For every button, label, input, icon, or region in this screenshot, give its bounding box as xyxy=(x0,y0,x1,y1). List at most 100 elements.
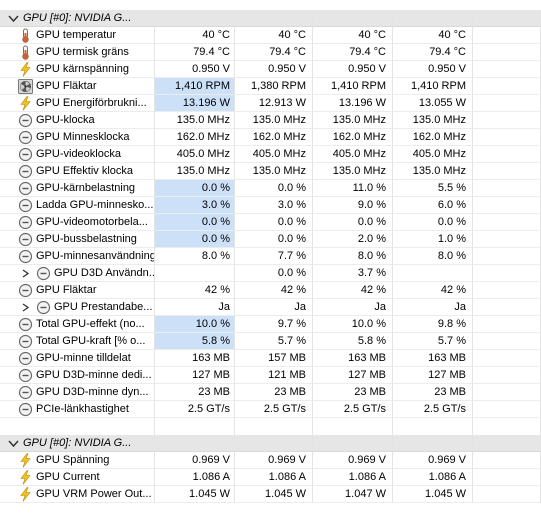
sensor-label-cell[interactable]: GPU Fläktar xyxy=(0,282,155,299)
sensor-value-4: 6.0 % xyxy=(393,197,473,214)
section-header[interactable]: GPU [#0]: NVIDIA G... xyxy=(0,10,541,27)
sensor-row[interactable]: Total GPU-effekt (no... 10.0 % 9.7 % 10.0 %… xyxy=(0,316,541,333)
sensor-label-cell[interactable]: GPU-videomotorbela... xyxy=(0,214,155,231)
sensor-value-4: 1,410 RPM xyxy=(393,78,473,95)
sensor-row[interactable]: GPU Current 1.086 A 1.086 A 1.086 A 1.086 A xyxy=(0,469,541,486)
sensor-label-cell[interactable]: GPU-klocka xyxy=(0,112,155,129)
sensor-value-2: 7.7 % xyxy=(235,248,313,265)
section-header[interactable]: GPU [#0]: NVIDIA G... xyxy=(0,435,541,452)
sensor-label-cell[interactable]: GPU D3D-minne dyn... xyxy=(0,384,155,401)
empty-cell xyxy=(473,78,541,95)
sensor-value-2: 157 MB xyxy=(235,350,313,367)
sensor-value-1: 1,410 RPM xyxy=(155,78,235,95)
sensor-label-cell[interactable]: GPU-minne tilldelat xyxy=(0,350,155,367)
sensor-value-2: 135.0 MHz xyxy=(235,112,313,129)
sensor-value-2: 5.7 % xyxy=(235,333,313,350)
sensor-row[interactable]: GPU Spänning 0.969 V 0.969 V 0.969 V 0.969 V xyxy=(0,452,541,469)
sensor-label-cell[interactable]: GPU Current xyxy=(0,469,155,486)
sensor-row[interactable]: GPU-videoklocka 405.0 MHz 405.0 MHz 405.0 M… xyxy=(0,146,541,163)
sensor-value-4: 0.950 V xyxy=(393,61,473,78)
sensor-label: GPU-minnesanvändning xyxy=(36,250,155,262)
sensor-row[interactable]: GPU Prestandabe... Ja Ja Ja Ja xyxy=(0,299,541,316)
sensor-row[interactable]: GPU-minne tilldelat 163 MB 157 MB 163 MB 163… xyxy=(0,350,541,367)
sensor-value-3: 405.0 MHz xyxy=(313,146,393,163)
clock-icon xyxy=(18,147,33,162)
section-header-cell[interactable]: GPU [#0]: NVIDIA G... xyxy=(0,10,155,27)
sensor-value-4 xyxy=(393,265,473,282)
thermometer-icon xyxy=(18,45,33,60)
clock-icon xyxy=(18,385,33,400)
section-title: GPU [#0]: NVIDIA G... xyxy=(23,437,132,449)
sensor-label-cell[interactable]: GPU-kärnbelastning xyxy=(0,180,155,197)
sensor-row[interactable]: GPU VRM Power Out... 1.045 W 1.045 W 1.047 … xyxy=(0,486,541,503)
sensor-label-cell[interactable]: GPU Energiförbrukni... xyxy=(0,95,155,112)
sensor-row[interactable]: GPU Fläktar 42 % 42 % 42 % 42 % xyxy=(0,282,541,299)
sensor-label-cell[interactable]: GPU D3D-minne dedi... xyxy=(0,367,155,384)
sensor-label-cell[interactable]: Total GPU-effekt (no... xyxy=(0,316,155,333)
sensor-label-cell[interactable]: GPU temperatur xyxy=(0,27,155,44)
clock-icon xyxy=(18,113,33,128)
section-title: GPU [#0]: NVIDIA G... xyxy=(23,12,132,24)
sensor-label-cell[interactable]: GPU VRM Power Out... xyxy=(0,486,155,503)
sensor-row[interactable]: GPU-bussbelastning 0.0 % 0.0 % 2.0 % 1.0 % xyxy=(0,231,541,248)
sensor-row[interactable]: PCIe-länkhastighet 2.5 GT/s 2.5 GT/s 2.5 GT… xyxy=(0,401,541,418)
sensor-value-2: 121 MB xyxy=(235,367,313,384)
chevron-right-icon[interactable] xyxy=(20,299,32,315)
sensor-row[interactable]: GPU D3D Användn... 0.0 % 3.7 % xyxy=(0,265,541,282)
sensor-value-4: 79.4 °C xyxy=(393,44,473,61)
sensor-row[interactable]: GPU-kärnbelastning 0.0 % 0.0 % 11.0 % 5.5 % xyxy=(0,180,541,197)
sensor-label-cell[interactable]: Ladda GPU-minnesko... xyxy=(0,197,155,214)
sensor-row[interactable]: GPU termisk gräns 79.4 °C 79.4 °C 79.4 °C 79… xyxy=(0,44,541,61)
sensor-value-1: 3.0 % xyxy=(155,197,235,214)
sensor-row[interactable]: GPU-klocka 135.0 MHz 135.0 MHz 135.0 MHz 135… xyxy=(0,112,541,129)
sensor-label-cell[interactable]: GPU-bussbelastning xyxy=(0,231,155,248)
sensor-value-2: 0.0 % xyxy=(235,180,313,197)
section-header-cell[interactable]: GPU [#0]: NVIDIA G... xyxy=(0,435,155,452)
clock-icon xyxy=(36,300,51,315)
sensor-label-cell[interactable]: PCIe-länkhastighet xyxy=(0,401,155,418)
header-cell xyxy=(473,435,541,452)
sensor-row[interactable]: GPU D3D-minne dyn... 23 MB 23 MB 23 MB 23 MB xyxy=(0,384,541,401)
sensor-row[interactable]: Ladda GPU-minnesko... 3.0 % 3.0 % 9.0 % 6.0 … xyxy=(0,197,541,214)
sensor-label-cell[interactable]: GPU-videoklocka xyxy=(0,146,155,163)
sensor-row[interactable]: GPU kärnspänning 0.950 V 0.950 V 0.950 V 0.9… xyxy=(0,61,541,78)
empty-cell xyxy=(473,333,541,350)
sensor-value-1: 5.8 % xyxy=(155,333,235,350)
sensor-row[interactable]: GPU Energiförbrukni... 13.196 W 12.913 W 13… xyxy=(0,95,541,112)
sensor-label: GPU-klocka xyxy=(36,114,95,126)
sensor-label-cell[interactable]: GPU Fläktar xyxy=(0,78,155,95)
empty-cell xyxy=(473,265,541,282)
sensor-label-cell[interactable]: GPU D3D Användn... xyxy=(0,265,155,282)
sensor-label-cell[interactable]: GPU Spänning xyxy=(0,452,155,469)
sensor-value-1: 79.4 °C xyxy=(155,44,235,61)
empty-cell xyxy=(473,282,541,299)
clock-icon xyxy=(18,317,33,332)
sensor-label-cell[interactable]: GPU termisk gräns xyxy=(0,44,155,61)
sensor-label-cell[interactable]: Total GPU-kraft [% o... xyxy=(0,333,155,350)
sensor-row[interactable]: Total GPU-kraft [% o... 5.8 % 5.7 % 5.8 % 5.… xyxy=(0,333,541,350)
chevron-down-icon[interactable] xyxy=(6,436,21,451)
sensor-row[interactable]: GPU Fläktar 1,410 RPM 1,380 RPM 1,410 RPM 1,… xyxy=(0,78,541,95)
sensor-row[interactable]: GPU D3D-minne dedi... 127 MB 121 MB 127 MB 1… xyxy=(0,367,541,384)
clock-icon xyxy=(18,130,33,145)
sensor-value-1: 0.969 V xyxy=(155,452,235,469)
chevron-right-icon[interactable] xyxy=(20,265,32,281)
sensor-value-2: 0.0 % xyxy=(235,231,313,248)
sensor-row[interactable]: GPU Effektiv klocka 135.0 MHz 135.0 MHz 135… xyxy=(0,163,541,180)
sensor-row[interactable]: GPU-minnesanvändning 8.0 % 7.7 % 8.0 % 8.0 % xyxy=(0,248,541,265)
sensor-value-3: 163 MB xyxy=(313,350,393,367)
sensor-value-1: 0.950 V xyxy=(155,61,235,78)
sensor-row[interactable]: GPU Minnesklocka 162.0 MHz 162.0 MHz 162.0 … xyxy=(0,129,541,146)
sensor-row[interactable]: GPU-videomotorbela... 0.0 % 0.0 % 0.0 % 0.0 … xyxy=(0,214,541,231)
sensor-value-4: 0.0 % xyxy=(393,214,473,231)
sensor-label-cell[interactable]: GPU Prestandabe... xyxy=(0,299,155,316)
sensor-label-cell[interactable]: GPU kärnspänning xyxy=(0,61,155,78)
empty-cell xyxy=(473,401,541,418)
empty-cell xyxy=(473,469,541,486)
sensor-label-cell[interactable]: GPU Minnesklocka xyxy=(0,129,155,146)
chevron-down-icon[interactable] xyxy=(6,11,21,26)
sensor-label-cell[interactable]: GPU-minnesanvändning xyxy=(0,248,155,265)
sensor-row[interactable]: GPU temperatur 40 °C 40 °C 40 °C 40 °C xyxy=(0,27,541,44)
sensor-label-cell[interactable]: GPU Effektiv klocka xyxy=(0,163,155,180)
empty-cell xyxy=(473,486,541,503)
